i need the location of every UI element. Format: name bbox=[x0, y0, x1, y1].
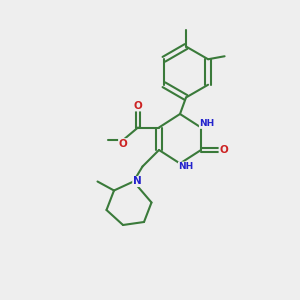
Text: O: O bbox=[134, 101, 142, 111]
Text: NH: NH bbox=[178, 162, 194, 171]
Text: O: O bbox=[219, 145, 228, 155]
Text: N: N bbox=[133, 176, 142, 187]
Text: O: O bbox=[118, 139, 127, 149]
Text: NH: NH bbox=[200, 119, 214, 128]
